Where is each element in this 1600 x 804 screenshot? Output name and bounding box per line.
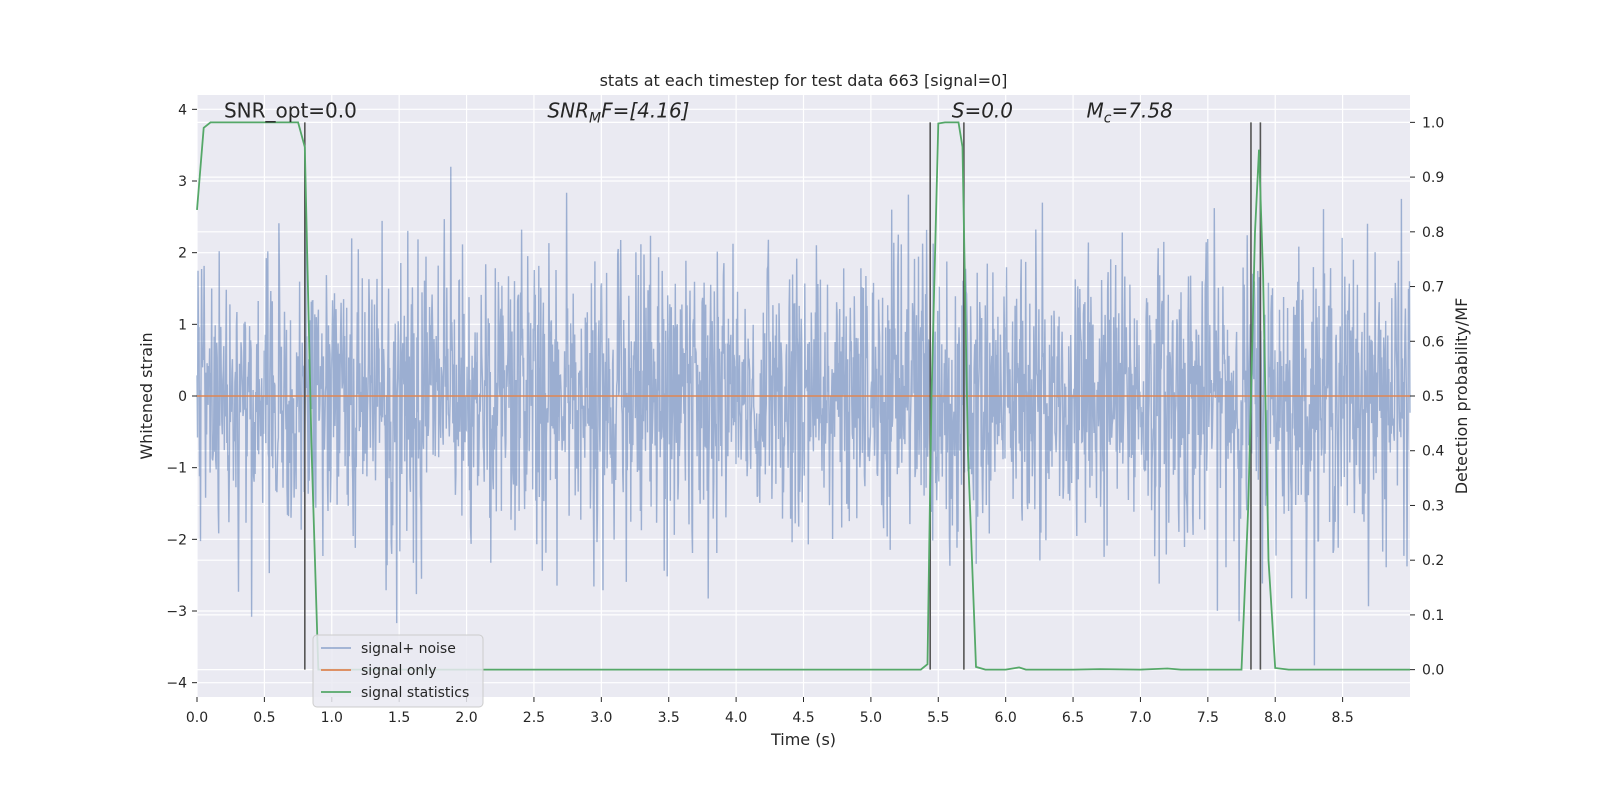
x-tick-label: 4.5 (792, 710, 814, 726)
y-right-tick-label: 0.4 (1422, 444, 1444, 460)
y-right-tick-label: 0.1 (1422, 608, 1444, 624)
y-right-tick-label: 0.6 (1422, 334, 1444, 350)
annotations: SNR_opt=0.0 SNRMF=[4.16] S=0.0 Mc=7.58 (224, 98, 1173, 126)
statistics-line (196, 121, 1410, 671)
y-left-tick-label: 4 (178, 102, 187, 118)
annotation-2: S=0.0 (952, 98, 1013, 122)
x-tick-label: 2.0 (455, 710, 477, 726)
y-right-tick-label: 0.9 (1422, 170, 1444, 186)
chart-title: stats at each timestep for test data 663… (600, 71, 1008, 90)
y-left-tick-label: 2 (178, 246, 187, 262)
y-left-tick-label: −1 (166, 461, 187, 477)
x-tick-label: 8.0 (1264, 710, 1286, 726)
legend-label-1: signal only (361, 663, 436, 679)
y-left-tick-label: 1 (178, 317, 187, 333)
legend: signal+ noise signal only signal statistic… (312, 634, 484, 708)
x-tick-label: 1.5 (388, 710, 410, 726)
y-axis-right-label: Detection probability/MF (1452, 298, 1471, 495)
x-tick-label: 3.5 (658, 710, 680, 726)
y-right-tick-label: 0.2 (1422, 553, 1444, 569)
x-tick-label: 8.5 (1331, 710, 1353, 726)
annotation-1: SNRMF=[4.16] (547, 98, 689, 126)
annotation-0: SNR_opt=0.0 (224, 98, 357, 122)
y-right-tick-label: 0.7 (1422, 280, 1444, 296)
y-axis-left-label: Whitened strain (137, 332, 156, 459)
y-right-tick-label: 0.3 (1422, 498, 1444, 514)
x-tick-label: 5.0 (860, 710, 882, 726)
x-tick-label: 4.0 (725, 710, 747, 726)
y-left-tick-label: −4 (166, 676, 187, 692)
x-tick-label: 0.0 (186, 710, 208, 726)
legend-label-2: signal statistics (361, 685, 469, 701)
y-right-tick-label: 0.8 (1422, 225, 1444, 241)
annotation-3: Mc=7.58 (1087, 98, 1173, 126)
ticks: 0.0 0.5 1.0 1.5 2.0 2.5 3.0 3.5 4.0 4.5 5.0 5.5 6.0 6… (166, 102, 1444, 726)
noise-line (196, 166, 1411, 666)
legend-label-0: signal+ noise (361, 641, 456, 657)
x-tick-label: 7.0 (1129, 710, 1151, 726)
y-left-tick-label: −2 (166, 532, 187, 548)
legend-box (312, 634, 484, 708)
x-tick-label: 5.5 (927, 710, 949, 726)
x-tick-label: 6.5 (1062, 710, 1084, 726)
series-signal-noise (196, 166, 1411, 666)
x-axis-label: Time (s) (770, 730, 836, 749)
x-tick-label: 7.5 (1197, 710, 1219, 726)
x-tick-label: 0.5 (253, 710, 275, 726)
x-tick-label: 2.5 (523, 710, 545, 726)
x-tick-label: 6.0 (995, 710, 1017, 726)
series-signal-statistics (196, 121, 1410, 671)
x-tick-label: 3.0 (590, 710, 612, 726)
y-right-tick-label: 1.0 (1422, 115, 1444, 131)
y-left-tick-label: 3 (178, 174, 187, 190)
x-tick-label: 1.0 (321, 710, 343, 726)
y-right-tick-label: 0.5 (1422, 389, 1444, 405)
y-left-tick-label: 0 (178, 389, 187, 405)
y-left-tick-label: −3 (166, 604, 187, 620)
y-right-tick-label: 0.0 (1422, 663, 1444, 679)
